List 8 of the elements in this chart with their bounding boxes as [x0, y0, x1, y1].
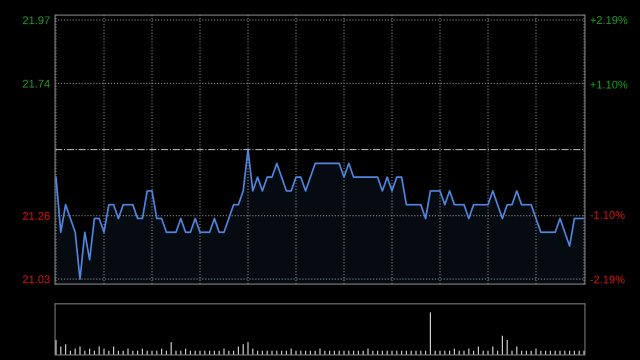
y-tick-label: 21.97 [22, 16, 50, 24]
y-tick-label: 21.26 [22, 212, 50, 220]
y-tick-label: 21.03 [22, 275, 50, 284]
y2-tick-label: -1.10% [590, 211, 625, 219]
y2-tick-label: -2.19% [590, 276, 625, 284]
y-tick-label: 21.74 [22, 80, 50, 88]
y2-tick-label: +1.10% [590, 80, 628, 89]
y2-tick-label: +2.19% [590, 16, 628, 24]
